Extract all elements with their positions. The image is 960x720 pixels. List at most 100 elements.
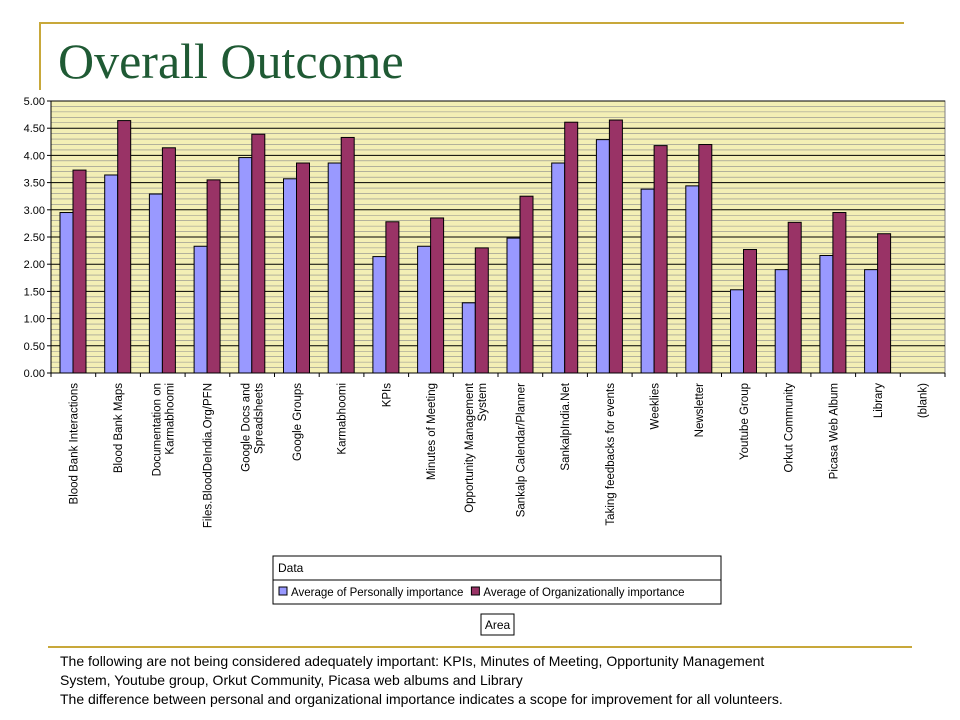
bar-organizational (698, 144, 713, 374)
category-label: Karmabhoomi (164, 383, 176, 455)
bar-organizational (340, 136, 355, 374)
y-tick-label: 4.00 (24, 150, 45, 162)
category-label-group: Picasa Web Album (828, 383, 840, 479)
bar-organizational (117, 120, 132, 374)
title-rule-left (39, 22, 41, 90)
y-tick-label: 2.50 (24, 232, 45, 244)
category-label: Files.BloodDeIndia.Org/PFN (202, 383, 214, 528)
y-tick-label: 3.00 (24, 205, 45, 217)
legend-label: Average of Organizationally importance (483, 587, 684, 599)
footer-line-2: System, Youtube group, Orkut Community, … (60, 672, 523, 688)
bar-personal (238, 157, 253, 374)
category-label: Google Groups (292, 383, 304, 461)
category-label: Blood Bank Maps (113, 383, 125, 473)
category-label-group: Blood Bank Interactions (68, 383, 80, 505)
y-tick-label: 5.00 (24, 96, 45, 108)
category-label-group: Blood Bank Maps (113, 383, 125, 473)
bar-organizational (653, 145, 668, 374)
bar-personal (417, 245, 432, 374)
category-label-group: Files.BloodDeIndia.Org/PFN (202, 383, 214, 528)
bar-personal (640, 188, 655, 374)
bar-organizational (206, 179, 221, 374)
bar-personal (148, 193, 163, 374)
category-label: SankalpIndia.Net (560, 382, 572, 470)
y-tick-label: 4.50 (24, 123, 45, 135)
category-label: Documentation on (151, 383, 163, 476)
bar-personal (59, 212, 74, 374)
category-label-group: Orkut Community (784, 383, 796, 473)
category-label: KPIs (381, 383, 393, 408)
category-label-group: Sankalp Calendar/Planner (515, 383, 527, 517)
category-label-group: Minutes of Meeting (426, 383, 438, 480)
legend-label: Average of Personally importance (291, 587, 463, 599)
category-label-group: Weeklies (649, 383, 661, 430)
bar-organizational (72, 169, 87, 374)
bar-personal (327, 162, 342, 374)
y-tick-label: 0.50 (24, 341, 45, 353)
category-label-group: SankalpIndia.Net (560, 382, 572, 470)
category-label: Minutes of Meeting (426, 383, 438, 480)
legend-swatch (278, 586, 288, 596)
category-label-group: KPIs (381, 383, 393, 408)
category-label: Opportunity Management (464, 382, 476, 513)
category-label: Blood Bank Interactions (68, 383, 80, 505)
category-label-group: Google Groups (292, 383, 304, 461)
category-label: Sankalp Calendar/Planner (515, 383, 527, 517)
bars (59, 119, 892, 374)
footer-rule (48, 646, 912, 648)
category-label-group: (blank) (918, 383, 930, 418)
category-label: Youtube Group (739, 383, 751, 460)
bar-personal (864, 269, 879, 374)
axis-field-box (480, 613, 515, 636)
bar-personal (372, 256, 387, 374)
footer-line-3: The difference between personal and orga… (60, 691, 783, 707)
y-tick-label: 0.00 (24, 368, 45, 380)
category-label: Karmabhoomi (337, 383, 349, 455)
category-label-group: Newsletter (694, 383, 706, 437)
category-label-group: Opportunity Management System (464, 382, 489, 513)
category-labels: Blood Bank Interactions Blood Bank Maps Do… (68, 382, 929, 528)
bar-personal (595, 139, 610, 374)
category-label-group: Youtube Group (739, 383, 751, 460)
category-label: Taking feedbacks for events (605, 383, 617, 526)
bar-personal (685, 185, 700, 374)
data-field-label: Data (278, 561, 304, 575)
bar-personal (283, 178, 297, 374)
category-label: Google Docs and (241, 383, 253, 472)
category-label: (blank) (918, 383, 930, 418)
category-label: Library (873, 383, 885, 418)
category-label: Spreadsheets (254, 383, 266, 454)
bar-organizational (519, 195, 534, 374)
category-label: Newsletter (694, 383, 706, 437)
category-label: Weeklies (649, 383, 661, 430)
footer-line-1: The following are not being considered a… (60, 653, 765, 669)
title-rule-top (40, 22, 904, 24)
category-label: System (477, 383, 489, 421)
bar-personal (551, 162, 566, 374)
legend: Data Average of Personally importance Aver… (272, 555, 722, 636)
bar-organizational (877, 233, 892, 374)
bar-organizational (430, 217, 445, 374)
category-label-group: Documentation on Karmabhoomi (151, 383, 176, 476)
bar-organizational (161, 147, 176, 374)
category-label: Picasa Web Album (828, 383, 840, 479)
legend-swatch (470, 586, 480, 596)
bar-chart: 0.00 0.50 1.00 1.50 2.00 2.50 3.00 3.50 4.00 4.50… (24, 96, 946, 636)
bar-organizational (608, 119, 623, 374)
footer-notes: The following are not being considered a… (60, 652, 920, 709)
category-label: Orkut Community (784, 383, 796, 473)
page-title: Overall Outcome (58, 33, 404, 89)
bar-personal (193, 245, 208, 374)
category-label-group: Karmabhoomi (337, 383, 349, 455)
bar-organizational (385, 221, 400, 374)
bar-organizational (564, 121, 579, 374)
bar-organizational (251, 133, 266, 374)
category-label-group: Library (873, 383, 885, 418)
bar-organizational (474, 247, 489, 374)
category-label-group: Google Docs and Spreadsheets (241, 383, 266, 472)
bar-personal (506, 237, 521, 374)
bar-personal (104, 174, 119, 374)
bar-organizational (832, 212, 847, 374)
bar-personal (819, 254, 834, 374)
y-tick-label: 1.00 (24, 314, 45, 326)
